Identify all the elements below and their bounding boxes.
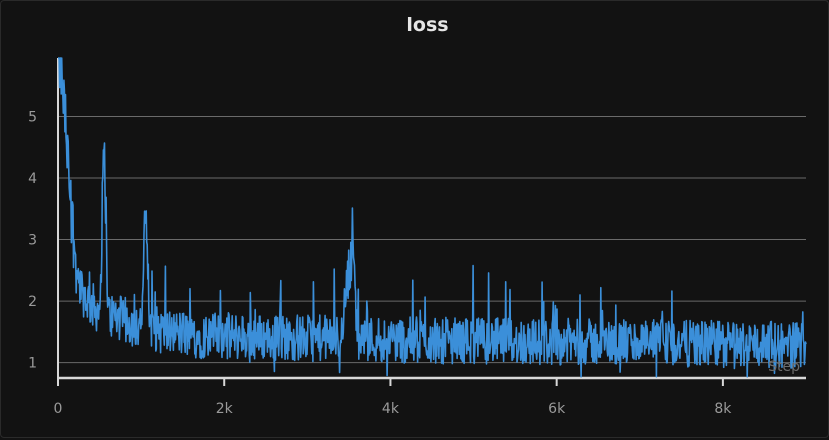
x-tick-label: 2k [216,401,234,417]
grid-lines [58,115,806,364]
y-tick-label: 3 [28,233,37,249]
chart-title: loss [406,14,449,36]
y-tick-label: 5 [28,109,37,125]
x-tick-label: 0 [54,401,63,417]
y-tick-label: 2 [28,294,37,310]
series-line-loss [57,57,807,378]
x-axis-label: Step [768,359,800,375]
tick-labels: 1 2 3 4 5 0 2k 4k 6k 8k [28,109,732,417]
x-tick-label: 4k [382,401,400,417]
y-tick-label: 1 [28,356,37,372]
x-tick-label: 6k [548,401,566,417]
x-tick-label: 8k [714,401,732,417]
y-tick-label: 4 [28,171,37,187]
axes [57,58,806,386]
